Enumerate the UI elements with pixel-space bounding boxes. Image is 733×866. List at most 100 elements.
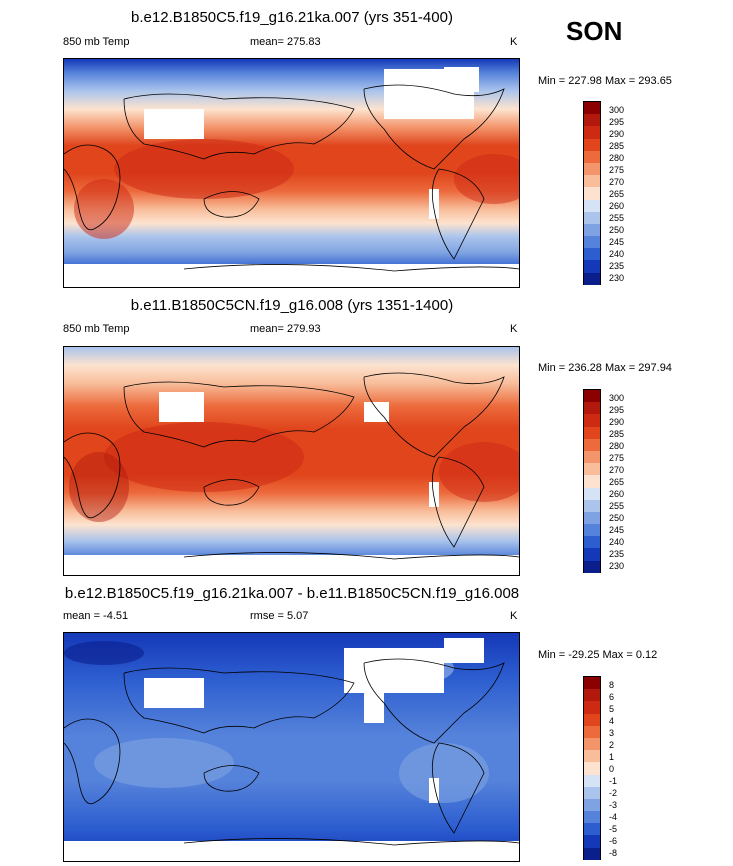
panel-2-colorbar-swatch <box>584 475 600 488</box>
panel-3-minmax: Min = -29.25 Max = 0.12 <box>538 649 658 661</box>
panel-3-colorbar-label: 8 <box>609 680 615 690</box>
panel-3-title: b.e12.B1850C5.f19_g16.21ka.007 - b.e11.B… <box>64 585 520 602</box>
panel-1-map <box>63 58 520 288</box>
panel-2-colorbar-swatch <box>584 560 600 573</box>
panel-2-minmax: Min = 236.28 Max = 297.94 <box>538 362 672 374</box>
panel-3-units: K <box>510 610 518 622</box>
panel-3-colorbar-label: -1 <box>609 776 618 786</box>
panel-1-field-label: 850 mb Temp <box>63 36 130 48</box>
panel-2-colorbar-swatch <box>584 438 600 451</box>
panel-3-colorbar-swatch <box>584 811 600 824</box>
panel-3-colorbar-label: 4 <box>609 716 615 726</box>
panel-3-colorbar-swatch <box>584 713 600 726</box>
panel-2-colorbar-label: 280 <box>609 441 625 451</box>
panel-3-colorbar-swatch <box>584 798 600 812</box>
panel-1-colorbar-swatch <box>584 150 600 163</box>
panel-2-colorbar-swatch <box>584 450 600 464</box>
season-label: SON <box>566 16 623 46</box>
panel-3-colorbar-swatch <box>584 823 600 836</box>
panel-1-field-plot <box>64 59 519 287</box>
panel-2-colorbar-swatch <box>584 414 600 427</box>
panel-3-colorbar-swatch <box>584 786 600 799</box>
panel-1-colorbar-swatch <box>584 248 600 261</box>
panel-1-units: K <box>510 36 518 48</box>
panel-2-colorbar-label: 285 <box>609 429 625 439</box>
panel-3-colorbar <box>583 676 601 860</box>
panel-2-field-plot <box>64 347 519 575</box>
panel-1-colorbar-swatch <box>584 114 600 127</box>
panel-2-map <box>63 346 520 576</box>
panel-3-colorbar-swatch <box>584 750 600 763</box>
panel-2-colorbar-label: 235 <box>609 549 625 559</box>
panel-1-colorbar <box>583 101 601 285</box>
panel-2-colorbar-label: 295 <box>609 405 625 415</box>
panel-3-field-plot <box>64 633 519 861</box>
panel-3-mean: mean = -4.51 <box>63 610 129 622</box>
panel-1-colorbar-label: 265 <box>609 189 625 199</box>
panel-2-colorbar-swatch <box>584 524 600 537</box>
panel-1-colorbar-label: 285 <box>609 141 625 151</box>
panel-1-colorbar-swatch <box>584 102 600 115</box>
panel-1-colorbar-swatch <box>584 187 600 200</box>
panel-1-colorbar-swatch <box>584 223 600 237</box>
panel-3-colorbar-label: -8 <box>609 848 618 858</box>
panel-1-colorbar-swatch <box>584 211 600 224</box>
panel-2-mean: mean= 279.93 <box>250 323 321 335</box>
panel-2-units: K <box>510 323 518 335</box>
panel-3-colorbar-label: -2 <box>609 788 618 798</box>
panel-1-minmax: Min = 227.98 Max = 293.65 <box>538 75 672 87</box>
panel-3-colorbar-label: -4 <box>609 812 618 822</box>
panel-3-colorbar-label: -5 <box>609 824 618 834</box>
panel-1-colorbar-swatch <box>584 199 600 212</box>
panel-2-colorbar-swatch <box>584 511 600 525</box>
panel-3-rmse: rmse = 5.07 <box>250 610 309 622</box>
panel-1-colorbar-label: 275 <box>609 165 625 175</box>
panel-2-colorbar-swatch <box>584 487 600 500</box>
panel-2-colorbar-label: 230 <box>609 561 625 571</box>
panel-3-colorbar-label: 6 <box>609 692 615 702</box>
panel-2-colorbar-label: 255 <box>609 501 625 511</box>
panel-1-colorbar-label: 230 <box>609 273 625 283</box>
panel-1-colorbar-label: 235 <box>609 261 625 271</box>
panel-1-colorbar-label: 260 <box>609 201 625 211</box>
panel-3-colorbar-label: 5 <box>609 704 615 714</box>
panel-1-colorbar-label: 240 <box>609 249 625 259</box>
panel-3-colorbar-swatch <box>584 701 600 714</box>
panel-2-colorbar-swatch <box>584 499 600 512</box>
panel-2-colorbar-swatch <box>584 536 600 549</box>
panel-2-colorbar-label: 260 <box>609 489 625 499</box>
panel-1-colorbar-label: 290 <box>609 129 625 139</box>
panel-3-map <box>63 632 520 862</box>
panel-3-colorbar-label: 0 <box>609 764 615 774</box>
panel-3-colorbar-swatch <box>584 737 600 751</box>
panel-2-colorbar-label: 270 <box>609 465 625 475</box>
panel-3-colorbar-swatch <box>584 689 600 702</box>
panel-1-colorbar-label: 250 <box>609 225 625 235</box>
panel-1-colorbar-label: 300 <box>609 105 625 115</box>
panel-1-colorbar-label: 255 <box>609 213 625 223</box>
panel-1-colorbar-swatch <box>584 175 600 188</box>
panel-3-colorbar-swatch <box>584 762 600 775</box>
panel-2-title: b.e11.B1850C5CN.f19_g16.008 (yrs 1351-14… <box>130 297 454 314</box>
panel-1-title: b.e12.B1850C5.f19_g16.21ka.007 (yrs 351-… <box>131 9 453 26</box>
panel-3-colorbar-swatch <box>584 847 600 860</box>
panel-3-colorbar-swatch <box>584 774 600 787</box>
panel-1-colorbar-label: 270 <box>609 177 625 187</box>
panel-3-colorbar-swatch <box>584 677 600 690</box>
panel-2-colorbar <box>583 389 601 573</box>
panel-3-colorbar-label: -3 <box>609 800 618 810</box>
panel-3-colorbar-label: 1 <box>609 752 615 762</box>
panel-2-field-label: 850 mb Temp <box>63 323 130 335</box>
panel-1-colorbar-label: 280 <box>609 153 625 163</box>
panel-3-colorbar-label: -6 <box>609 836 618 846</box>
panel-1-colorbar-swatch <box>584 236 600 249</box>
panel-2-colorbar-swatch <box>584 463 600 476</box>
panel-2-colorbar-label: 290 <box>609 417 625 427</box>
panel-3-colorbar-label: 2 <box>609 740 615 750</box>
panel-1-mean: mean= 275.83 <box>250 36 321 48</box>
panel-2-colorbar-label: 300 <box>609 393 625 403</box>
panel-3-colorbar-label: 3 <box>609 728 615 738</box>
panel-2-colorbar-label: 245 <box>609 525 625 535</box>
panel-1-colorbar-swatch <box>584 272 600 285</box>
panel-3-colorbar-swatch <box>584 835 600 848</box>
